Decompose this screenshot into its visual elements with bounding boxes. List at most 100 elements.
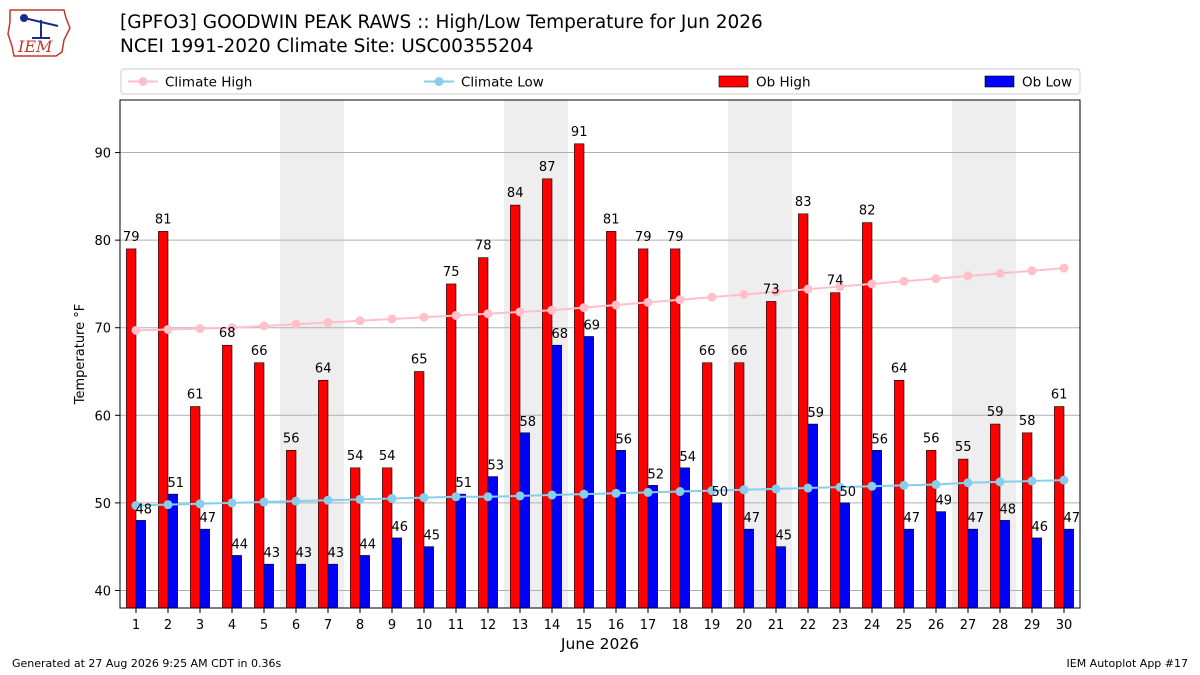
x-tick-label: 9 <box>388 618 396 633</box>
footer-generated-text: Generated at 27 Aug 2026 9:25 AM CDT in … <box>12 657 282 670</box>
ob-low-value-label: 49 <box>936 494 953 509</box>
ob-low-value-label: 45 <box>776 529 793 544</box>
climate-high-point <box>259 321 269 331</box>
x-tick-label: 3 <box>196 618 204 633</box>
climate-high-line <box>135 267 1065 332</box>
climate-low-point <box>835 482 845 492</box>
climate-high-point <box>195 324 205 334</box>
x-tick-label: 17 <box>640 618 657 633</box>
y-tick-label: 60 <box>94 409 111 424</box>
ob-low-bar <box>647 485 658 609</box>
climate-low-point <box>131 501 141 511</box>
climate-high-point <box>515 307 525 317</box>
ob-high-value-label: 61 <box>1051 388 1068 403</box>
ob-high-bar <box>446 283 457 609</box>
weather-station-icon <box>20 14 59 39</box>
ob-high-value-label: 66 <box>251 344 268 359</box>
x-tick-label: 25 <box>896 618 913 633</box>
climate-high-point <box>451 310 461 320</box>
ob-high-bar <box>222 344 233 609</box>
ob-low-value-label: 46 <box>1032 520 1049 535</box>
ob-low-value-label: 51 <box>168 476 185 491</box>
climate-low-point <box>547 490 557 500</box>
legend-box <box>120 68 1081 95</box>
climate-high-point <box>963 271 973 281</box>
climate-low-point <box>771 484 781 494</box>
chart-title: [GPFO3] GOODWIN PEAK RAWS :: High/Low Te… <box>120 12 763 33</box>
climate-low-point <box>1027 476 1037 486</box>
ob-low-value-label: 48 <box>136 502 153 517</box>
climate-low-point <box>643 487 653 497</box>
climate-low-point <box>675 487 685 497</box>
x-tick-label: 12 <box>480 618 497 633</box>
ob-high-value-label: 54 <box>347 449 364 464</box>
x-tick-label: 30 <box>1056 618 1073 633</box>
climate-low-line <box>135 479 1065 507</box>
y-axis-label: Temperature °F <box>73 304 88 405</box>
ob-low-value-label: 46 <box>392 520 409 535</box>
climate-low-legend-marker <box>434 77 444 86</box>
ob-low-bar <box>583 336 594 609</box>
ob-low-value-label: 58 <box>520 415 537 430</box>
ob-low-value-label: 56 <box>872 432 889 447</box>
plot-frame <box>119 99 1081 609</box>
climate-high-point <box>547 305 557 315</box>
climate-low-point <box>931 480 941 490</box>
ob-low-value-label: 43 <box>264 546 281 561</box>
climate-high-legend-label: Climate High <box>165 75 252 91</box>
ob-low-bar <box>551 344 562 609</box>
climate-high-point <box>419 312 429 322</box>
climate-low-point <box>419 493 429 503</box>
ob-high-bar <box>894 379 905 609</box>
x-tick-label: 20 <box>736 618 753 633</box>
ob-high-bar <box>926 450 937 609</box>
ob-low-bar <box>167 493 178 609</box>
ob-low-bar <box>391 537 402 609</box>
ob-high-value-label: 59 <box>987 405 1004 420</box>
climate-low-point <box>387 494 397 504</box>
y-tick-label: 50 <box>94 497 111 512</box>
ob-high-value-label: 61 <box>187 388 204 403</box>
ob-high-legend-swatch <box>718 75 749 88</box>
ob-high-value-label: 84 <box>507 186 524 201</box>
climate-low-point <box>323 495 333 505</box>
ob-low-bar <box>295 563 306 609</box>
climate-low-point <box>867 481 877 491</box>
climate-high-point <box>643 297 653 307</box>
x-tick-label: 19 <box>704 618 721 633</box>
ob-high-bar <box>286 450 297 609</box>
x-tick-label: 4 <box>228 618 236 633</box>
x-tick-label: 1 <box>132 618 140 633</box>
climate-high-point <box>611 300 621 310</box>
climate-high-point <box>355 316 365 326</box>
ob-high-value-label: 66 <box>731 344 748 359</box>
ob-low-value-label: 43 <box>328 546 345 561</box>
ob-high-value-label: 79 <box>123 230 140 245</box>
ob-low-value-label: 68 <box>552 327 569 342</box>
ob-low-bar <box>839 502 850 609</box>
ob-low-bar <box>903 528 914 609</box>
climate-low-point <box>963 478 973 488</box>
ob-high-value-label: 65 <box>411 353 428 368</box>
x-tick-label: 21 <box>768 618 785 633</box>
x-tick-label: 2 <box>164 618 172 633</box>
climate-high-point <box>227 323 237 333</box>
ob-low-value-label: 47 <box>1064 511 1081 526</box>
x-axis-label: June 2026 <box>560 635 639 653</box>
ob-low-bar <box>615 450 626 609</box>
climate-high-point <box>771 287 781 297</box>
ob-low-value-label: 50 <box>712 485 729 500</box>
climate-high-point <box>675 295 685 305</box>
climate-low-point <box>195 499 205 509</box>
y-tick-label: 80 <box>94 234 111 249</box>
ob-low-legend-swatch <box>984 75 1015 88</box>
ob-low-value-label: 50 <box>840 485 857 500</box>
ob-high-value-label: 91 <box>571 125 588 140</box>
ob-high-bar <box>254 362 265 609</box>
ob-high-value-label: 79 <box>635 230 652 245</box>
ob-high-bar <box>1054 406 1065 609</box>
ob-high-value-label: 75 <box>443 265 460 280</box>
ob-high-value-label: 81 <box>603 212 620 227</box>
iem-logo: IEM <box>7 9 71 57</box>
iowa-state-outline-icon <box>7 9 71 57</box>
